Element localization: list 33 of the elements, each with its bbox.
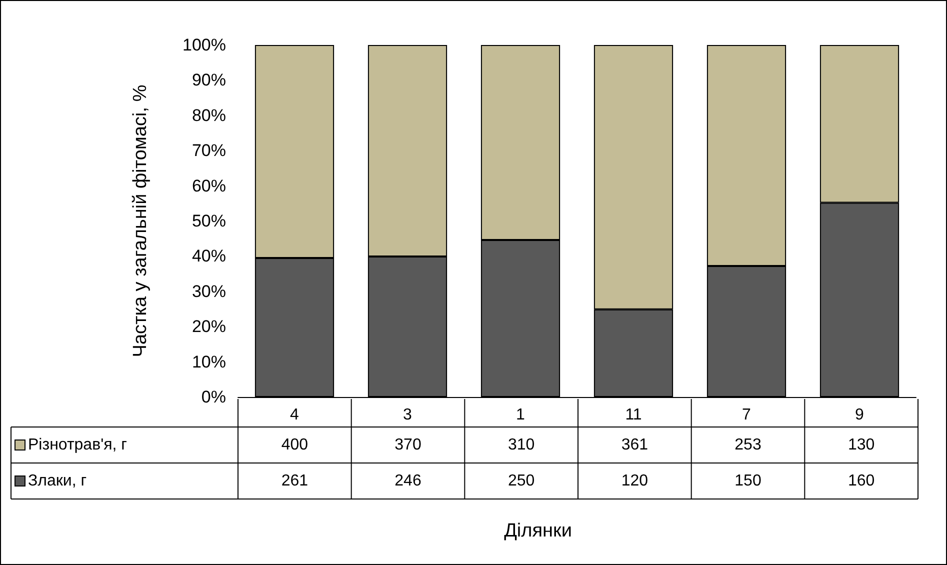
y-tick-label: 70% — [192, 141, 226, 160]
text: 130 — [848, 436, 875, 454]
text: 310 — [508, 436, 535, 454]
x-tick-label: 11 — [625, 406, 642, 424]
y-tick-label: 80% — [192, 106, 226, 125]
x-tick-label: 7 — [742, 406, 752, 424]
text: 250 — [508, 472, 535, 490]
text: 261 — [281, 472, 308, 490]
x-tick-label: 3 — [403, 406, 412, 424]
text: 361 — [621, 436, 648, 454]
text: 120 — [621, 472, 648, 490]
text: 160 — [848, 472, 875, 490]
y-tick-label: 60% — [192, 176, 226, 196]
y-tick-label: 50% — [192, 212, 226, 230]
y-tick-label: 20% — [192, 317, 226, 336]
y-tick-label: 30% — [192, 282, 226, 301]
x-tick-label: 4 — [290, 406, 300, 424]
y-axis-title: Частка у загальній фітомасі, % — [130, 84, 151, 358]
text: 253 — [734, 436, 762, 454]
text: Ділянки — [504, 520, 572, 542]
text: 246 — [394, 472, 422, 490]
text: 150 — [734, 472, 762, 490]
y-tick-label: 100% — [182, 36, 226, 54]
legend-label: Злаки, г — [28, 472, 87, 490]
text: 400 — [281, 436, 308, 454]
x-tick-label: 9 — [855, 406, 864, 424]
text: 370 — [394, 436, 422, 454]
y-tick-label: 90% — [192, 70, 226, 90]
y-tick-label: 40% — [192, 246, 226, 266]
y-tick-label: 0% — [201, 388, 226, 406]
x-tick-label: 1 — [516, 406, 526, 424]
y-tick-label: 10% — [192, 352, 226, 372]
legend-label: Різнотрав'я, г — [28, 436, 128, 454]
